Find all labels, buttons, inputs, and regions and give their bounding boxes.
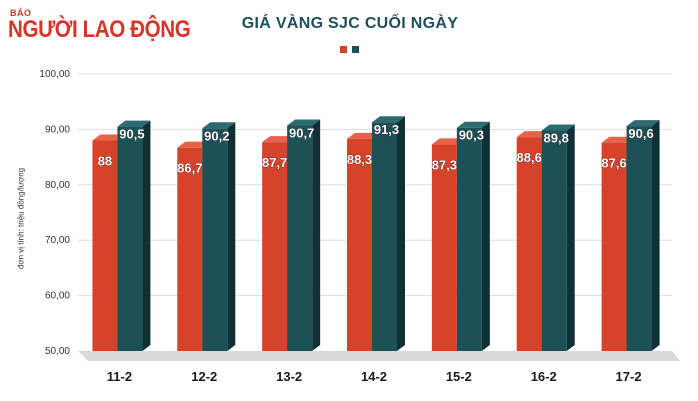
data-label-series-1: 88,6	[517, 150, 542, 165]
data-label-series-2: 90,6	[628, 126, 653, 141]
bar-series-1	[262, 142, 288, 351]
bar-series-2-top	[202, 122, 236, 129]
bar-series-2	[202, 128, 228, 351]
bar-series-2	[287, 125, 313, 351]
y-tick-label: 50,00	[45, 346, 70, 357]
y-tick-label: 100,00	[39, 69, 70, 80]
bar-series-2-side	[566, 124, 575, 352]
legend-swatch-series-1	[340, 46, 347, 53]
bar-series-2-side	[651, 120, 660, 352]
chart-legend	[0, 46, 698, 56]
bar-series-1	[92, 140, 118, 351]
bar-series-1	[347, 138, 372, 351]
bar-series-2-side	[227, 122, 236, 352]
data-label-series-2: 90,2	[204, 128, 229, 143]
x-tick-label: 13-2	[276, 369, 302, 384]
data-label-series-2: 90,7	[289, 126, 314, 141]
bar-series-2	[456, 127, 482, 351]
bar-series-1-top	[431, 138, 465, 145]
y-tick-label: 90,00	[45, 124, 70, 135]
logo-small-text: BÁO	[10, 8, 32, 18]
x-tick-label: 16-2	[531, 369, 557, 384]
legend-swatch-series-2	[352, 46, 359, 53]
bar-series-1	[177, 147, 203, 351]
bar-series-1-top	[347, 132, 380, 139]
brand-logo: BÁO NGƯỜI LAO ĐỘNG	[8, 8, 191, 48]
y-tick-label: 80,00	[45, 180, 70, 191]
bar-series-1	[601, 142, 627, 351]
bar-series-2-top	[287, 119, 321, 126]
bar-series-2	[372, 122, 397, 351]
bar-series-1	[516, 137, 542, 351]
bar-series-1-top	[262, 136, 296, 143]
data-label-series-2: 90,3	[459, 128, 484, 143]
data-label-series-1: 88,3	[347, 152, 372, 167]
data-label-series-1: 87,6	[601, 156, 626, 171]
data-label-series-2: 89,8	[544, 131, 569, 146]
bar-series-2-side	[397, 116, 405, 351]
bar-series-2-top	[626, 120, 660, 127]
bar-series-2-top	[541, 124, 575, 131]
bar-series-1	[431, 144, 457, 351]
bar-series-2-top	[117, 120, 151, 127]
bar-series-1-top	[177, 141, 211, 148]
data-label-series-1: 87,3	[432, 157, 457, 172]
bar-series-2-side	[142, 120, 151, 351]
x-tick-label: 15-2	[446, 369, 472, 384]
bar-series-1-top	[516, 131, 550, 138]
bar-series-1-top	[601, 136, 635, 143]
bar-series-2	[626, 126, 652, 352]
bar-series-2	[541, 130, 567, 351]
data-label-series-1: 88	[98, 153, 112, 168]
x-tick-label: 12-2	[191, 369, 217, 384]
chart-floor	[78, 351, 680, 361]
bar-series-2-top	[372, 116, 405, 123]
bar-series-2-top	[456, 121, 490, 128]
y-tick-label: 70,00	[45, 235, 70, 246]
y-axis-label: đơn vị tính: triệu đồng/lượng	[16, 167, 26, 270]
chart-title: GIÁ VÀNG SJC CUỐI NGÀY	[241, 15, 459, 32]
x-tick-label: 17-2	[616, 369, 642, 384]
data-label-series-1: 86,7	[177, 161, 202, 176]
data-label-series-2: 90,5	[119, 127, 144, 142]
y-tick-label: 60,00	[45, 291, 70, 302]
bar-series-2-side	[312, 119, 321, 351]
bar-series-2-side	[481, 121, 490, 351]
bar-series-1-top	[92, 134, 126, 141]
bar-series-2	[117, 126, 143, 351]
x-tick-label: 11-2	[107, 369, 132, 384]
data-label-series-2: 91,3	[374, 122, 399, 137]
logo-main-text: NGƯỜI LAO ĐỘNG	[8, 16, 191, 43]
data-label-series-1: 87,7	[262, 155, 287, 170]
x-tick-label: 14-2	[361, 369, 387, 384]
